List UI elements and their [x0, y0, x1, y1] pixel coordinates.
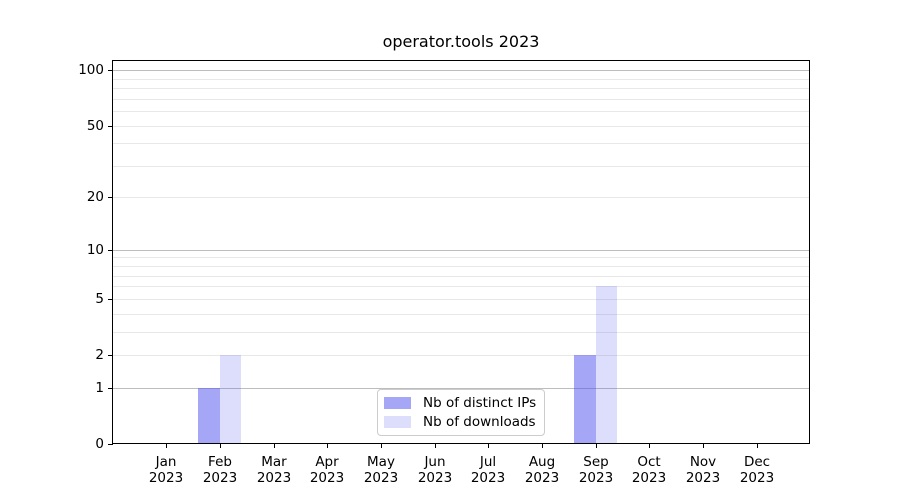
- gridline-minor: [113, 79, 809, 80]
- x-tick: [327, 444, 328, 448]
- legend-swatch-distinct-ips: [384, 397, 411, 410]
- x-tick-label-apr: Apr 2023: [309, 454, 345, 486]
- legend-label-downloads: Nb of downloads: [423, 413, 536, 430]
- gridline-minor: [113, 286, 809, 287]
- gridline-minor: [113, 314, 809, 315]
- gridline-major: [113, 250, 809, 251]
- bar-distinct-ips-sep: [574, 355, 596, 443]
- y-tick-label-100: 100: [78, 62, 104, 78]
- gridline-minor: [113, 126, 809, 127]
- x-tick: [703, 444, 704, 448]
- legend-swatch-downloads: [384, 415, 411, 428]
- y-tick-label-20: 20: [86, 189, 104, 205]
- x-tick-label-feb: Feb 2023: [202, 454, 238, 486]
- bar-downloads-feb: [219, 355, 242, 443]
- plot-area: [112, 60, 810, 444]
- gridline-major: [113, 70, 809, 71]
- x-tick-label-aug: Aug 2023: [524, 454, 560, 486]
- x-tick-label-nov: Nov 2023: [685, 454, 721, 486]
- y-tick-label-50: 50: [86, 118, 104, 134]
- y-tick-label-5: 5: [95, 291, 104, 307]
- gridline-minor: [113, 143, 809, 144]
- gridline-major: [113, 388, 809, 389]
- gridline-minor: [113, 99, 809, 100]
- chart-title: operator.tools 2023: [382, 32, 540, 51]
- x-tick: [596, 444, 597, 448]
- x-tick-label-may: May 2023: [363, 454, 399, 486]
- x-tick-label-jan: Jan 2023: [148, 454, 184, 486]
- gridline-minor: [113, 276, 809, 277]
- gridline-minor: [113, 166, 809, 167]
- x-tick: [649, 444, 650, 448]
- gridline-minor: [113, 197, 809, 198]
- x-tick: [381, 444, 382, 448]
- gridline-minor: [113, 355, 809, 356]
- x-tick: [220, 444, 221, 448]
- bar-distinct-ips-feb: [198, 387, 220, 443]
- x-tick: [274, 444, 275, 448]
- legend-item-distinct-ips: Nb of distinct IPs: [384, 394, 536, 413]
- x-tick: [488, 444, 489, 448]
- y-tick: [108, 444, 113, 445]
- legend-item-downloads: Nb of downloads: [384, 413, 536, 432]
- x-tick: [166, 444, 167, 448]
- x-tick-label-dec: Dec 2023: [739, 454, 775, 486]
- y-tick-label-0: 0: [95, 436, 104, 452]
- gridline-minor: [113, 88, 809, 89]
- gridline-minor: [113, 299, 809, 300]
- x-tick: [542, 444, 543, 448]
- gridline-minor: [113, 257, 809, 258]
- y-tick: [108, 70, 113, 71]
- gridline-minor: [113, 111, 809, 112]
- y-tick: [108, 250, 113, 251]
- y-tick: [108, 388, 113, 389]
- y-tick: [108, 355, 113, 356]
- x-tick-label-jul: Jul 2023: [470, 454, 506, 486]
- gridline-minor: [113, 266, 809, 267]
- y-tick: [108, 126, 113, 127]
- y-tick-label-2: 2: [95, 347, 104, 363]
- y-tick: [108, 197, 113, 198]
- legend-label-distinct-ips: Nb of distinct IPs: [423, 395, 537, 412]
- x-tick-label-sep: Sep 2023: [578, 454, 614, 486]
- x-tick: [435, 444, 436, 448]
- legend: Nb of distinct IPs Nb of downloads: [377, 389, 545, 436]
- x-tick-label-oct: Oct 2023: [631, 454, 667, 486]
- x-tick-label-jun: Jun 2023: [417, 454, 453, 486]
- y-tick-label-10: 10: [86, 242, 104, 258]
- y-tick: [108, 299, 113, 300]
- x-tick: [757, 444, 758, 448]
- gridline-minor: [113, 332, 809, 333]
- x-tick-label-mar: Mar 2023: [256, 454, 292, 486]
- y-tick-label-1: 1: [95, 380, 104, 396]
- bar-downloads-sep: [595, 286, 618, 443]
